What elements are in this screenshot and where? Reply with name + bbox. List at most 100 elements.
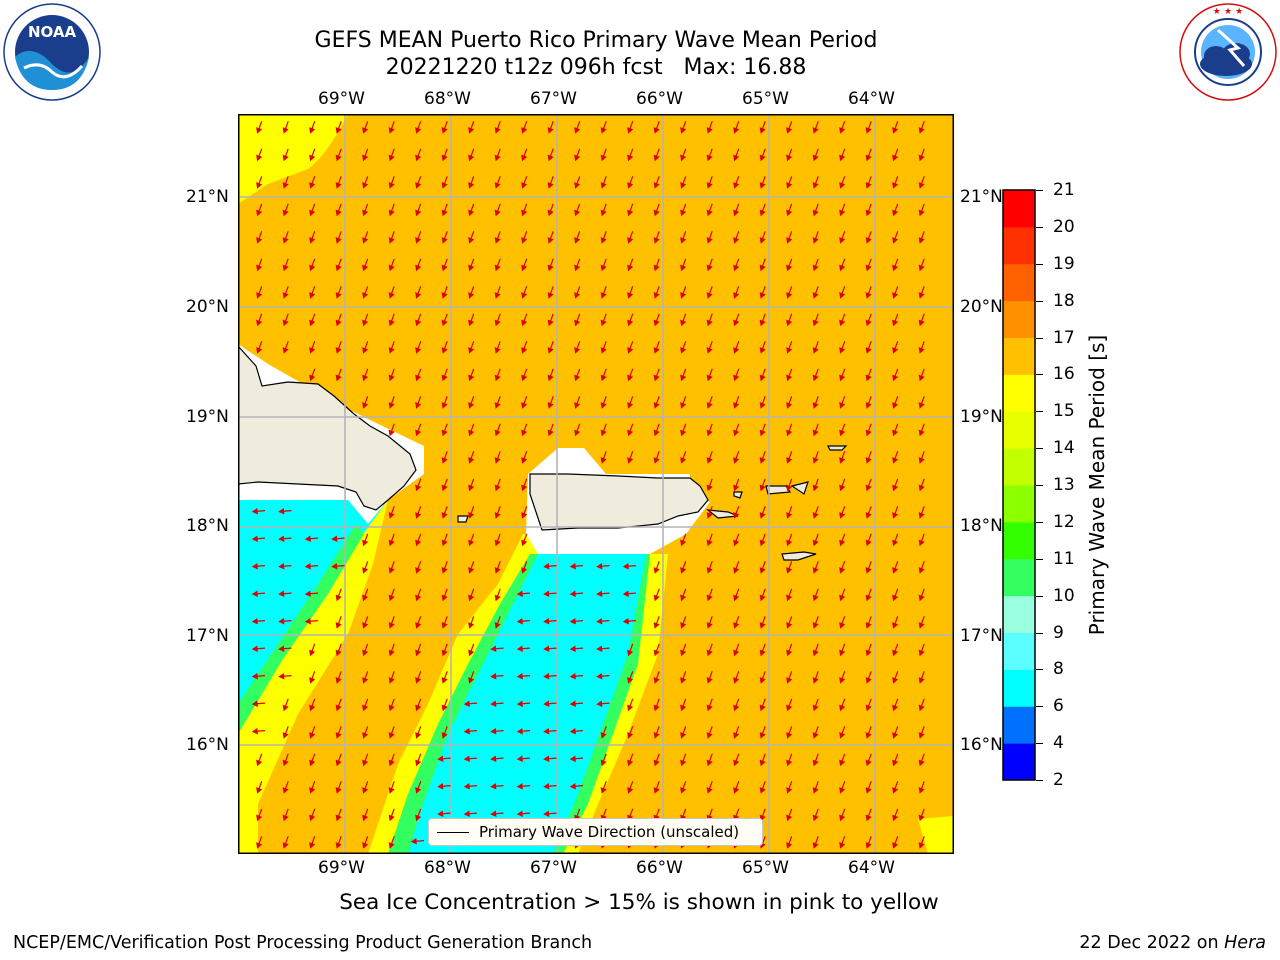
wave-arrow-head	[653, 292, 660, 299]
wave-arrow-head	[918, 649, 925, 657]
legend-line-icon	[437, 831, 469, 833]
wave-arrow-head	[706, 319, 713, 327]
wave-arrow-head	[733, 374, 740, 382]
wave-arrow-head	[362, 677, 369, 684]
wave-arrow-head	[490, 783, 497, 790]
wave-arrow-head	[839, 649, 846, 657]
wave-arrow-head	[622, 590, 629, 597]
st-croix-island	[781, 551, 817, 561]
wave-arrow-head	[892, 374, 899, 382]
wave-arrow-head	[468, 457, 475, 464]
svg-text:★ ★ ★: ★ ★ ★	[1213, 7, 1243, 17]
wave-arrow-head	[335, 732, 342, 739]
wave-arrow-head	[441, 704, 448, 712]
footer-machine: Hera	[1224, 933, 1266, 953]
wave-arrow-head	[441, 457, 448, 464]
wave-arrow-head	[627, 264, 634, 272]
wave-arrow-head	[918, 402, 925, 409]
wave-arrow-head	[309, 842, 316, 849]
lon-label: 65°W	[742, 858, 789, 878]
wave-arrow-head	[468, 649, 475, 657]
wave-arrow-head	[892, 347, 899, 354]
lon-label: 66°W	[636, 89, 683, 109]
wave-arrow-head	[680, 264, 687, 272]
colorbar-tick	[1036, 706, 1043, 708]
wave-arrow-head	[516, 783, 523, 790]
wave-arrow-head	[627, 677, 634, 684]
wave-arrow-head	[441, 237, 448, 244]
colorbar-tick-label: 18	[1053, 290, 1075, 311]
colorbar-tick-label: 21	[1053, 180, 1075, 200]
wave-arrow-head	[309, 732, 316, 739]
wave-arrow-head	[251, 563, 258, 570]
wave-arrow-head	[653, 319, 660, 327]
wave-arrow-head	[543, 590, 550, 597]
wave-arrow-head	[653, 759, 660, 767]
wave-arrow-head	[786, 759, 793, 767]
wave-arrow-head	[865, 759, 872, 767]
colorbar-tick-label: 12	[1053, 511, 1075, 532]
wave-arrow-head	[521, 567, 528, 574]
wave-arrow-head	[309, 374, 316, 382]
wave-arrow-head	[596, 590, 603, 597]
wave-arrow-head	[600, 154, 607, 162]
wave-arrow-head	[441, 649, 448, 657]
wave-arrow-head	[918, 704, 925, 712]
wave-arrow-head	[812, 622, 819, 629]
wave-arrow-head	[627, 704, 634, 712]
wave-arrow-head	[918, 429, 925, 437]
wave-arrow-head	[335, 787, 342, 794]
wave-arrow-head	[543, 755, 550, 762]
wave-direction-arrows	[251, 121, 925, 849]
wave-arrow-head	[759, 319, 766, 327]
wave-arrow-head	[468, 182, 475, 189]
wave-arrow-head	[839, 759, 846, 767]
wave-arrow-head	[256, 237, 263, 244]
wave-arrow-head	[706, 237, 713, 244]
wave-arrow-head	[600, 292, 607, 299]
wave-arrow-head	[521, 484, 528, 492]
wave-arrow-head	[627, 457, 634, 464]
wave-arrow-head	[892, 594, 899, 602]
wave-arrow-head	[865, 429, 872, 437]
wave-arrow-head	[362, 787, 369, 794]
wave-arrow-head	[680, 127, 687, 134]
wave-arrow-head	[892, 182, 899, 189]
wave-arrow-head	[547, 237, 554, 244]
wave-arrow-head	[600, 347, 607, 354]
wave-arrow-head	[786, 457, 793, 464]
wave-arrow-head	[468, 512, 475, 519]
wave-arrow-head	[706, 594, 713, 602]
wave-arrow-head	[521, 374, 528, 382]
wave-arrow-head	[309, 759, 316, 767]
wave-arrow-head	[680, 649, 687, 657]
wave-arrow-head	[680, 594, 687, 602]
wave-arrow-head	[282, 182, 289, 189]
colorbar-tick-label: 17	[1053, 327, 1075, 348]
wave-arrow-head	[468, 319, 475, 327]
wave-arrow-head	[494, 402, 501, 409]
wave-arrow-head	[388, 319, 395, 327]
lat-label: 18°N	[960, 516, 1003, 536]
wave-arrow-head	[839, 264, 846, 272]
wave-arrow-head	[282, 704, 289, 712]
wave-arrow-head	[918, 182, 925, 189]
colorbar-segment	[1003, 337, 1035, 375]
wave-arrow-head	[918, 814, 925, 822]
colorbar-tick	[1036, 226, 1043, 228]
wave-arrow-head	[278, 618, 285, 625]
wave-arrow-head	[256, 842, 263, 849]
lat-label: 21°N	[960, 187, 1003, 207]
wave-arrow-head	[251, 535, 258, 542]
wave-arrow-head	[627, 127, 634, 134]
wave-arrow-head	[494, 182, 501, 189]
wave-arrow-head	[437, 810, 444, 817]
wave-arrow-head	[468, 264, 475, 272]
wave-arrow-head	[415, 677, 422, 684]
wave-arrow-head	[918, 209, 925, 217]
wave-arrow-head	[918, 319, 925, 327]
wave-arrow-head	[680, 457, 687, 464]
wave-arrow-head	[569, 590, 576, 597]
wave-arrow-head	[892, 677, 899, 684]
wave-arrow-head	[543, 810, 550, 817]
